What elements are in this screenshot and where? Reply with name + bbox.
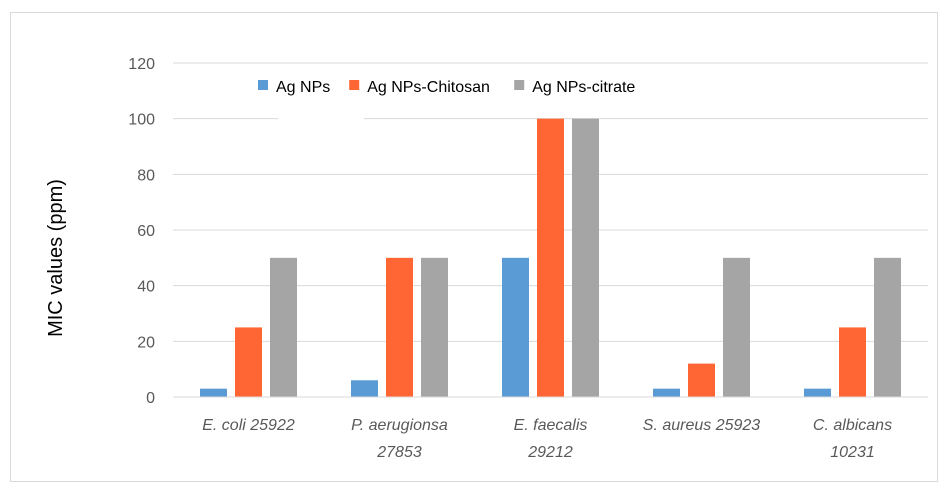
bar bbox=[804, 388, 831, 397]
bar bbox=[839, 327, 866, 397]
y-tick-label: 100 bbox=[128, 112, 155, 129]
bar bbox=[386, 257, 413, 397]
bar bbox=[270, 257, 297, 397]
bar bbox=[653, 388, 680, 397]
legend-label: Ag NPs bbox=[276, 79, 330, 96]
x-tick-label: 27853 bbox=[376, 444, 422, 461]
legend: Ag NPs Ag NPs-Chitosan Ag NPs-citrate bbox=[258, 79, 635, 121]
y-tick-label: 60 bbox=[137, 223, 155, 240]
bar bbox=[351, 380, 378, 397]
axes: 0 20 40 60 80 100 120 E. coli 25922 P. aerugions… bbox=[128, 56, 928, 461]
x-tick-label: P. aerugionsa bbox=[351, 417, 448, 434]
bar bbox=[200, 388, 227, 397]
legend-background bbox=[278, 105, 364, 121]
y-tick-label: 0 bbox=[146, 390, 155, 407]
y-axis-title: MIC values (ppm) bbox=[45, 179, 67, 337]
bar bbox=[572, 118, 599, 398]
chart-frame bbox=[10, 12, 938, 482]
bars bbox=[200, 118, 901, 398]
x-tick-label: E. coli 25922 bbox=[202, 417, 295, 434]
legend-swatch bbox=[514, 80, 525, 90]
bar bbox=[421, 257, 448, 397]
y-tick-label: 40 bbox=[137, 279, 155, 296]
y-tick-label: 120 bbox=[128, 56, 155, 73]
y-tick-label: 20 bbox=[137, 334, 155, 351]
x-tick-label: C. albicans bbox=[813, 417, 892, 434]
legend-label: Ag NPs-Chitosan bbox=[367, 79, 490, 96]
bar bbox=[235, 327, 262, 397]
bar bbox=[723, 257, 750, 397]
y-tick-label: 80 bbox=[137, 167, 155, 184]
bar bbox=[502, 257, 529, 397]
x-tick-label: 29212 bbox=[527, 444, 573, 461]
x-tick-label: S. aureus 25923 bbox=[643, 417, 761, 434]
legend-swatch bbox=[258, 80, 268, 90]
bar bbox=[688, 363, 715, 397]
bar bbox=[537, 118, 564, 398]
legend-swatch bbox=[349, 80, 360, 90]
x-tick-label: E. faecalis bbox=[514, 417, 588, 434]
legend-label: Ag NPs-citrate bbox=[532, 79, 635, 96]
x-tick-label: 10231 bbox=[830, 444, 875, 461]
bar bbox=[874, 257, 901, 397]
